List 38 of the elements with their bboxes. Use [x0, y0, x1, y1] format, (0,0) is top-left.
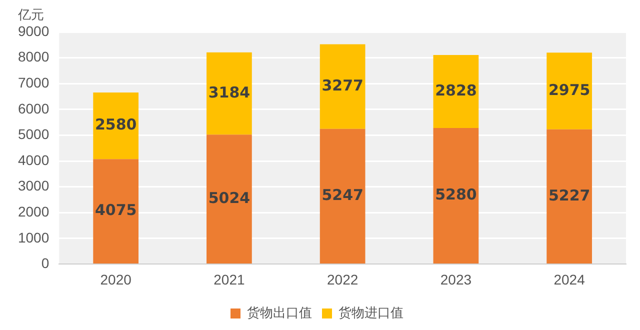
- bar: [320, 44, 366, 129]
- bar: [433, 55, 479, 128]
- y-tick-label: 8000: [18, 48, 50, 65]
- data-label: 2828: [435, 81, 477, 100]
- x-tick-label: 2020: [100, 271, 132, 288]
- data-label: 2975: [548, 80, 590, 99]
- y-tick-label: 2000: [18, 203, 50, 220]
- y-tick-label: 7000: [18, 74, 50, 90]
- x-tick-label: 2024: [554, 271, 586, 288]
- data-label: 5280: [435, 186, 477, 204]
- bar: [433, 128, 479, 264]
- y-tick-label: 9000: [18, 22, 50, 39]
- y-tick-label: 0: [41, 255, 50, 272]
- data-label: 5247: [322, 186, 364, 204]
- x-tick-label: 2021: [214, 271, 245, 288]
- x-tick-label: 2023: [440, 271, 472, 288]
- data-label: 3277: [322, 76, 364, 94]
- bar: [93, 159, 139, 264]
- x-tick-label: 2022: [326, 271, 358, 288]
- bar: [546, 129, 592, 264]
- legend-label: 货物出口值: [247, 305, 312, 320]
- data-label: 5024: [208, 188, 250, 207]
- data-label: 4075: [94, 201, 137, 220]
- bar: [320, 128, 366, 264]
- legend-label: 货物进口值: [338, 305, 404, 320]
- data-label: 5227: [548, 186, 590, 204]
- y-axis-title: 亿元: [18, 7, 44, 24]
- y-tick-label: 1000: [18, 229, 50, 246]
- data-label: 2580: [94, 116, 137, 134]
- bar: [206, 134, 252, 264]
- y-tick-label: 4000: [18, 152, 50, 168]
- bar: [546, 52, 592, 130]
- bar: [93, 92, 139, 160]
- y-tick-label: 5000: [18, 126, 50, 142]
- y-tick-label: 6000: [18, 100, 50, 116]
- y-tick-label: 3000: [18, 178, 50, 194]
- bar: [206, 52, 252, 135]
- data-label: 3184: [208, 83, 250, 102]
